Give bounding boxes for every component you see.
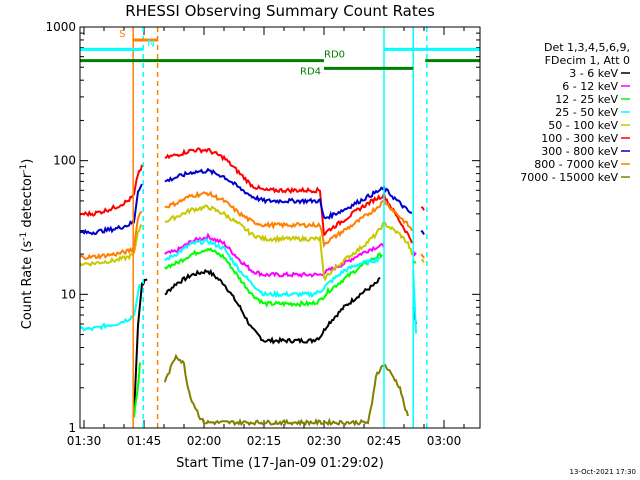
x-axis-ticks: 01:30 01:45 02:00 02:15 02:30 02:45 03:00: [67, 27, 465, 448]
series-line-300-800-kev: [420, 229, 425, 235]
series-line-50-100-kev: [421, 259, 425, 264]
series-line-12-25-kev: [133, 362, 141, 418]
series-line-800-7000-kev: [79, 211, 143, 261]
series-line-7000-15000-kev: [163, 353, 409, 427]
legend-entry-label: 6 - 12 keV: [562, 80, 618, 93]
y-axis-label: Count Rate (s-1 detector-1): [19, 159, 35, 330]
series-line-300-800-kev: [79, 183, 143, 236]
x-tick-label: 01:30: [67, 434, 102, 448]
legend-entry-label: 12 - 25 keV: [555, 93, 618, 106]
series-line-800-7000-kev: [164, 190, 413, 249]
y-tick-label: 1000: [45, 20, 76, 34]
y-tick-label: 100: [53, 154, 76, 168]
legend-entry-label: 3 - 6 keV: [569, 67, 618, 80]
series-line-100-300-kev: [420, 206, 425, 211]
series-line-25-50-kev: [79, 283, 141, 332]
x-tick-label: 02:30: [307, 434, 342, 448]
state-bar-label: N: [147, 38, 154, 49]
legend-entry-label: 100 - 300 keV: [541, 132, 618, 145]
x-tick-label: 02:15: [247, 434, 282, 448]
state-bar-label: RD4: [300, 66, 321, 77]
x-tick-label: 01:45: [127, 434, 162, 448]
y-axis-ticks: 1 10 100 1000: [45, 20, 480, 435]
legend-entry-label: 800 - 7000 keV: [534, 158, 618, 171]
legend-entry-label: 7000 - 15000 keV: [520, 171, 618, 184]
legend-title: FDecim 1, Att 0: [545, 54, 630, 67]
chart-title: RHESSI Observing Summary Count Rates: [125, 2, 435, 20]
series-line-100-300-kev: [164, 147, 413, 244]
x-axis-label: Start Time (17-Jan-09 01:29:02): [176, 456, 384, 471]
series-line-3-6-kev: [133, 278, 148, 418]
series-layer: [79, 147, 425, 427]
series-line-25-50-kev: [164, 238, 381, 299]
y-tick-label: 1: [68, 421, 76, 435]
series-line-50-100-kev: [79, 223, 143, 267]
series-line-800-7000-kev: [420, 253, 425, 259]
legend: Det 1,3,4,5,6,9,FDecim 1, Att 03 - 6 keV…: [520, 41, 630, 184]
series-line-50-100-kev: [164, 204, 413, 282]
series-line-12-25-kev: [164, 247, 383, 308]
state-bar-label: RD0: [324, 50, 345, 61]
timestamp: 13-Oct-2021 17:30: [570, 468, 636, 476]
x-tick-label: 02:45: [367, 434, 402, 448]
series-line-300-800-kev: [164, 167, 412, 220]
legend-title: Det 1,3,4,5,6,9,: [544, 41, 630, 54]
series-line-6-12-kev: [164, 232, 385, 279]
x-tick-label: 03:00: [427, 434, 462, 448]
x-tick-label: 02:00: [187, 434, 222, 448]
legend-entry-label: 25 - 50 keV: [555, 106, 618, 119]
series-line-3-6-kev: [164, 268, 381, 345]
plot-frame: [79, 26, 481, 429]
series-line-100-300-kev: [79, 164, 143, 218]
legend-entry-label: 300 - 800 keV: [541, 145, 618, 158]
state-bar-label: S: [119, 29, 125, 40]
legend-entry-label: 50 - 100 keV: [548, 119, 618, 132]
y-tick-label: 10: [61, 287, 76, 301]
